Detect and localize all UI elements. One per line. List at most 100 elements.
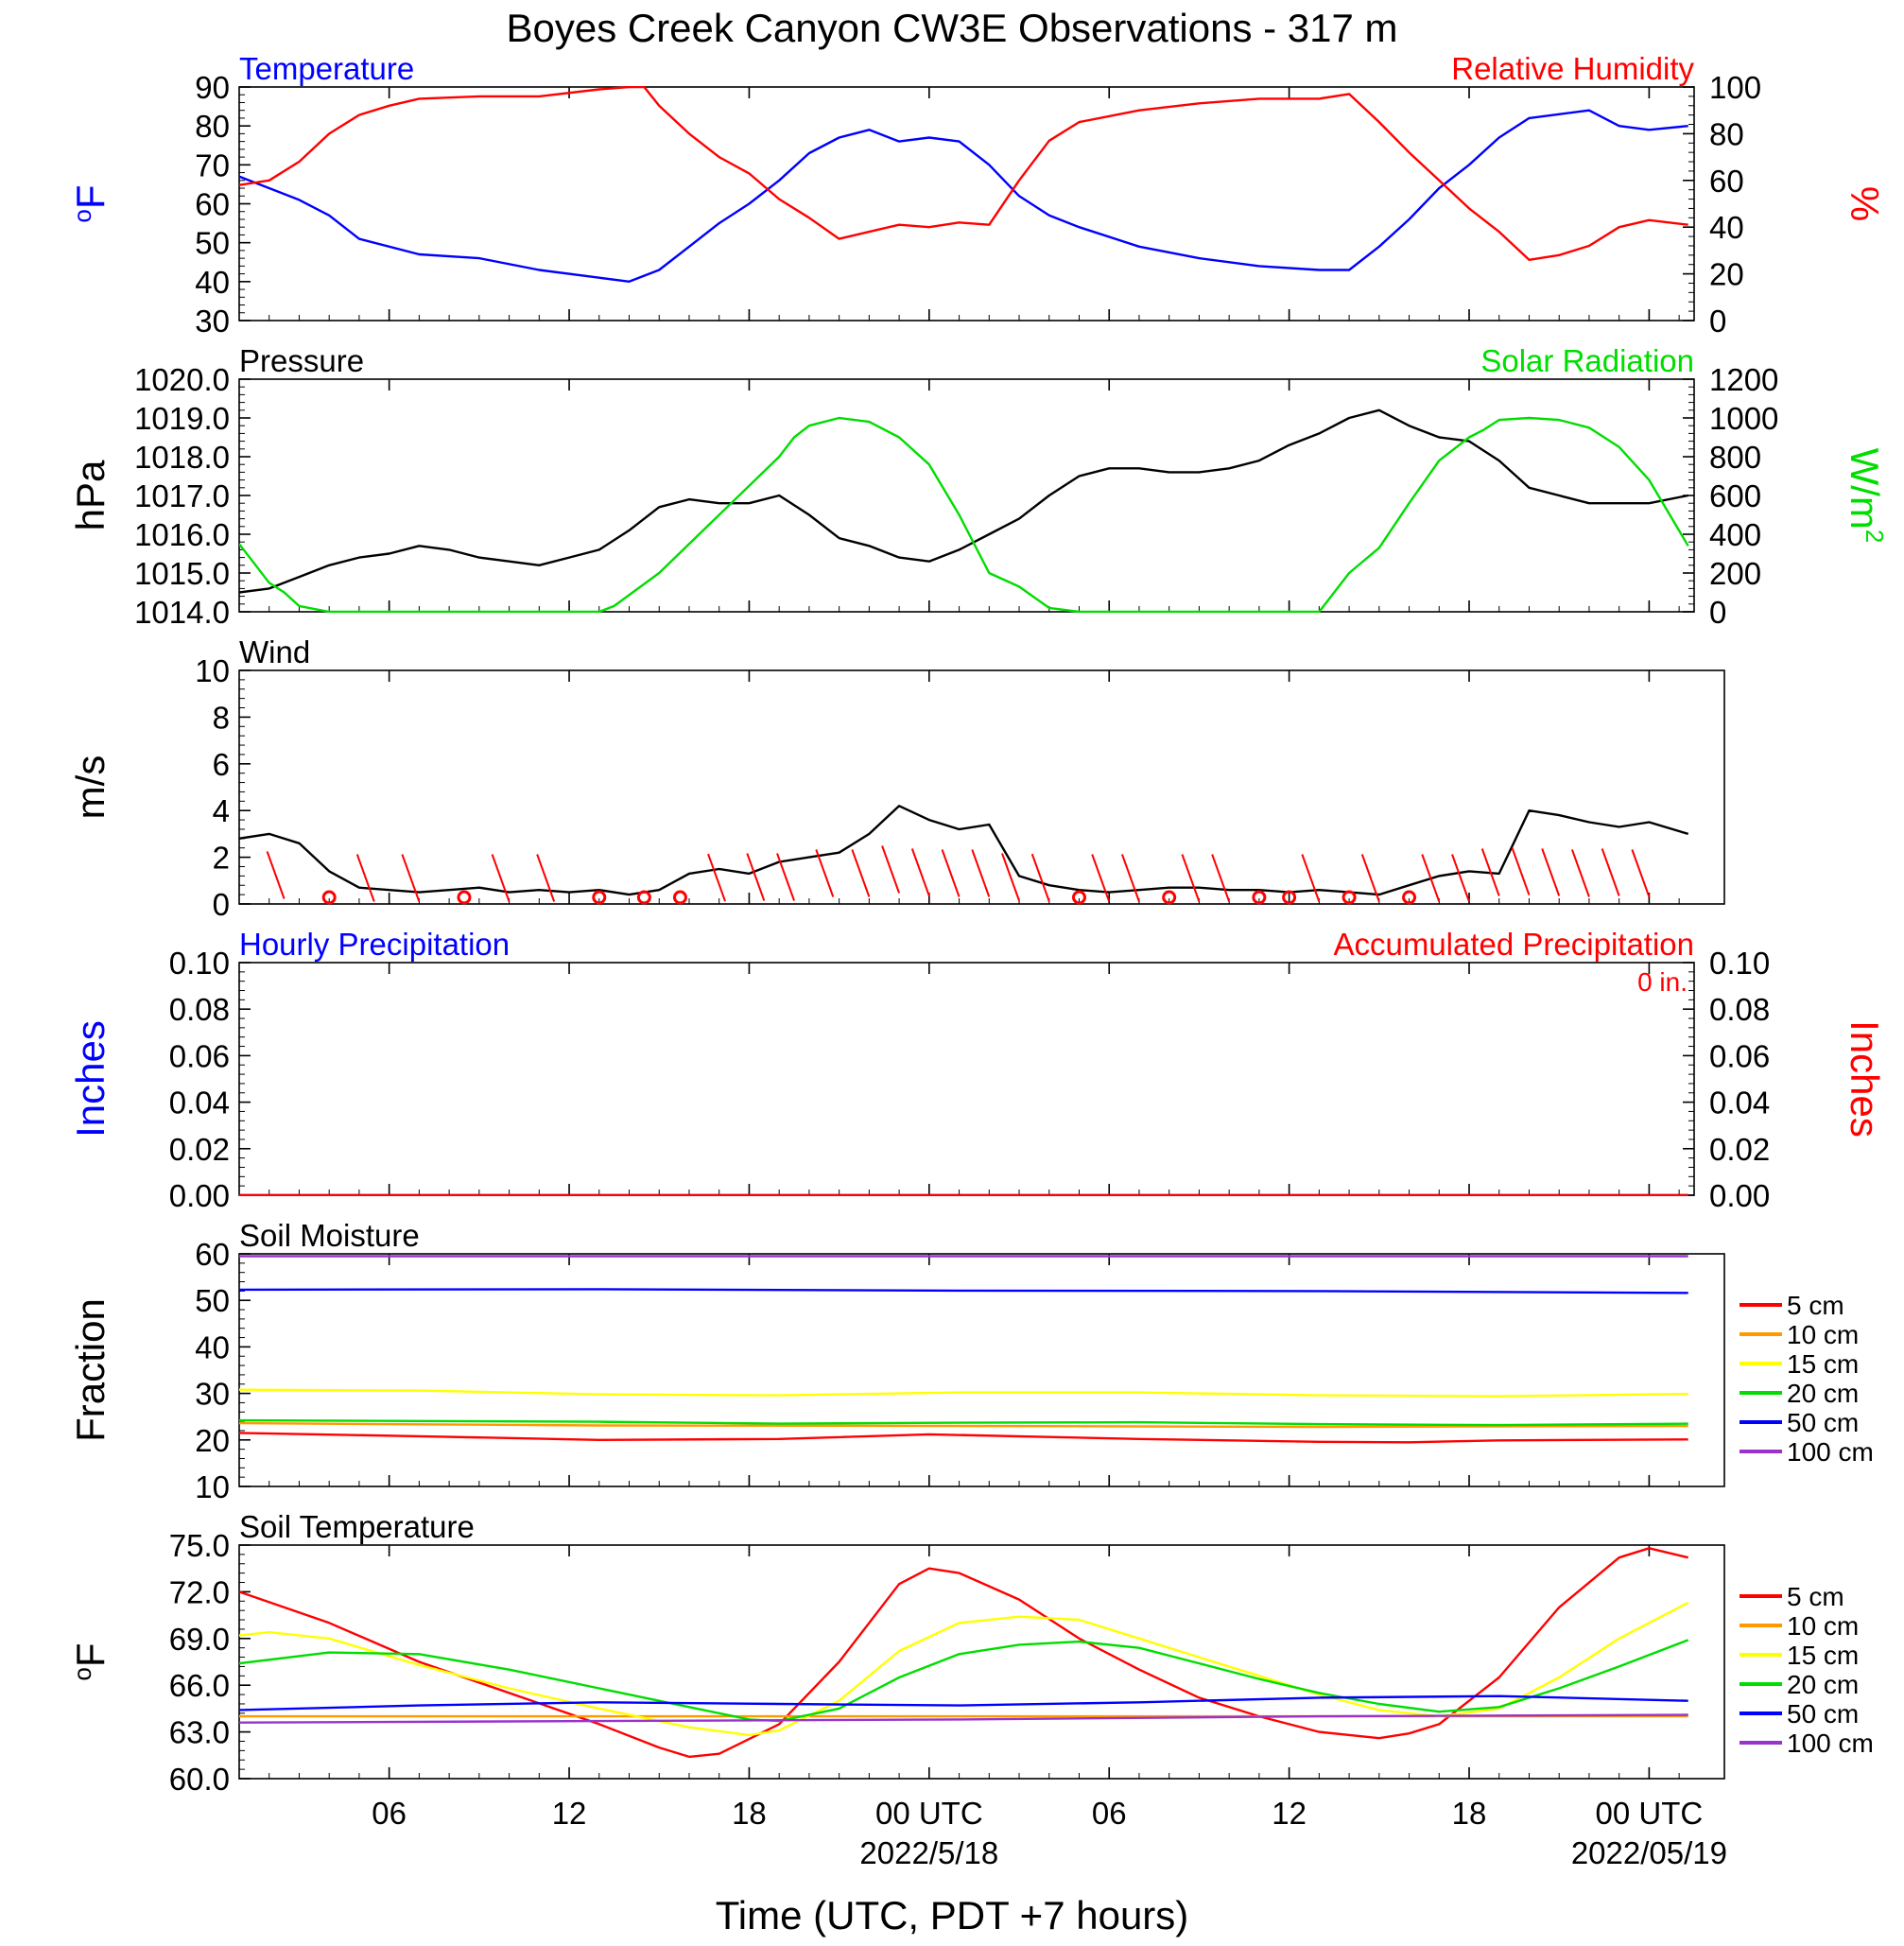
y-tick-label-left: 4 [213,793,230,828]
time-axis: 06 12 18 00 UTC 06 12 18 00 UTC 2022/5/18 2022/05… [372,1796,1727,1870]
y-tick-label-right: 0.00 [1709,1178,1770,1213]
y-tick-label-left: 72.0 [169,1574,230,1609]
series-line-15cm [239,1388,1688,1398]
wind-barb-calm [1162,890,1177,905]
series-group [239,408,1689,613]
wind-barb-calm [592,890,607,905]
y-axis-label-left: Inches [68,1020,113,1138]
y-tick-label-left: 1018.0 [134,440,230,475]
panel-frame [238,962,1695,1196]
legend-label: 15 cm [1787,1349,1859,1379]
y-tick-label-left: 1020.0 [134,362,230,397]
y-tick-label-left: 20 [195,1423,230,1458]
y-tick-label-left: 0.10 [169,946,230,981]
x-tick-label: 12 [552,1796,587,1831]
y-tick-label-left: 2 [213,841,230,876]
x-tick-label: 18 [732,1796,767,1831]
x-tick-label: 00 UTC [1596,1796,1704,1831]
wind-barb [1451,854,1470,902]
wind-barb-calm [1341,890,1357,905]
wind-barb [881,845,901,894]
y-tick-label-right: 80 [1709,116,1744,151]
y-axis-label-left: oF [68,184,113,222]
y-tick-label-left: 1015.0 [134,556,230,591]
x-date-label: 2022/05/19 [1571,1835,1727,1870]
y-tick-label-left: 0.00 [169,1178,230,1213]
x-tick-label: 06 [372,1796,407,1831]
y-axis-label-right: Inches [1843,1020,1887,1138]
y-axis-label-right-unit: W/m [1843,448,1887,530]
panel-temperature_humidity: 30 40 50 60 70 80 90 0 20 40 60 80 100 Temperature Rel… [68,51,1887,339]
wind-barb [910,848,930,896]
y-axis-label-right-text: % [1843,186,1887,221]
x-axis-label: Time (UTC, PDT +7 hours) [716,1893,1189,1937]
x-tick-label: 00 UTC [875,1796,983,1831]
y-tick-label-right: 60 [1709,164,1744,199]
wind-barb [1421,854,1441,902]
wind-barb [1631,849,1651,897]
y-axis-label-right-text: W/m2 [1843,448,1889,544]
y-axis-label-right: W/m2 [1843,448,1889,544]
y-axis-label-left-text: Fraction [68,1298,113,1442]
y-tick-label-left: 50 [195,226,230,261]
wind-barb-calm [1402,890,1417,905]
y-tick-label-left: 0.06 [169,1038,230,1073]
y-tick-label-left: 1019.0 [134,401,230,436]
wind-barb [1001,853,1020,901]
series-line-5cm [239,1547,1688,1759]
y-tick-label-left: 40 [195,265,230,300]
y-tick-label-left: 69.0 [169,1622,230,1657]
series-line-10cm [239,1421,1688,1429]
y-tick-label-right: 0.08 [1709,992,1770,1027]
wind-barb [1601,848,1620,896]
panel-title-left: Wind [239,634,310,669]
y-tick-label-left: 10 [195,1469,230,1504]
y-tick-label-right: 0.10 [1709,946,1770,981]
y-tick-label-left: 8 [213,700,230,735]
legend-label: 10 cm [1787,1611,1859,1641]
y-axis-label-left: hPa [68,460,113,530]
y-tick-label-right: 0 [1709,595,1726,630]
series-group [239,1255,1688,1444]
legend-label: 50 cm [1787,1699,1859,1729]
legend-label: 15 cm [1787,1641,1859,1670]
y-tick-label-left: 75.0 [169,1528,230,1563]
wind-barb-calm [1282,890,1297,905]
wind-barb-calm [1252,890,1267,905]
wind-barb-calm [636,890,651,905]
y-axis-label-left: oF [68,1642,113,1680]
panel-title-right: Relative Humidity [1451,51,1694,86]
wind-barb [1181,854,1201,902]
series-line-1 [239,416,1689,613]
y-tick-label-left: 60 [195,1237,230,1272]
wind-barb-calm [457,890,472,905]
panel-wind: 0 2 4 6 8 10 Wind m/s [68,634,1725,922]
y-tick-label-left: 80 [195,109,230,144]
wind-barb [1091,854,1111,902]
panel-frame [238,378,1695,613]
y-tick-label-right: 0 [1709,304,1726,339]
y-axis-label-left-degree: o [68,1667,96,1680]
y-axis-label-left-degree: o [68,209,96,222]
panel-title-left: Soil Moisture [239,1218,420,1253]
panel-frame [238,86,1695,321]
x-tick-label: 12 [1272,1796,1307,1831]
y-tick-label-left: 1016.0 [134,517,230,552]
wind-barb [1030,853,1050,902]
y-tick-label-left: 0.02 [169,1132,230,1167]
y-tick-label-right: 200 [1709,556,1761,591]
wind-barb [536,854,556,902]
y-axis-label-left-text: hPa [68,460,113,530]
y-axis-label-left-text: oF [68,184,113,222]
y-tick-label-left: 1017.0 [134,478,230,513]
y-tick-label-left: 70 [195,148,230,182]
y-tick-label-right: 20 [1709,257,1744,292]
y-axis-label-left-text: m/s [68,756,113,820]
wind-barb [746,853,766,901]
x-tick-label: 18 [1452,1796,1487,1831]
accumulated-annotation: 0 in. [1637,967,1688,997]
wind-barb [491,854,511,902]
legend-label: 50 cm [1787,1408,1859,1437]
